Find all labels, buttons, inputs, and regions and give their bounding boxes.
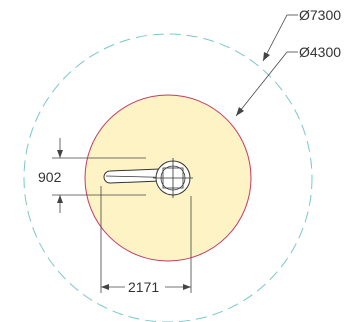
- inner-diameter-arrow: [236, 107, 244, 116]
- robot-base: [153, 158, 193, 198]
- horizontal-dimension-text: 2171: [128, 279, 159, 295]
- outer-diameter-leader: [262, 14, 298, 62]
- arm-body: [103, 168, 161, 184]
- inner-diameter-leader: [235, 51, 298, 117]
- inner-diameter-label: Ø4300: [299, 44, 341, 60]
- vertical-dim-upper-arrow: [57, 150, 63, 158]
- vertical-dimension-text: 902: [38, 169, 62, 185]
- outer-boundary-circle: [23, 33, 313, 322]
- outer-diameter-label: Ø7300: [299, 7, 341, 23]
- robot-arm: [103, 168, 189, 184]
- base-mount-plate: [162, 167, 184, 189]
- outer-diameter-arrow: [263, 52, 270, 61]
- vertical-dim-lower-arrow: [57, 195, 63, 203]
- horizontal-dim-arrow-right: [183, 284, 191, 290]
- horizontal-dim-arrow-left: [101, 284, 109, 290]
